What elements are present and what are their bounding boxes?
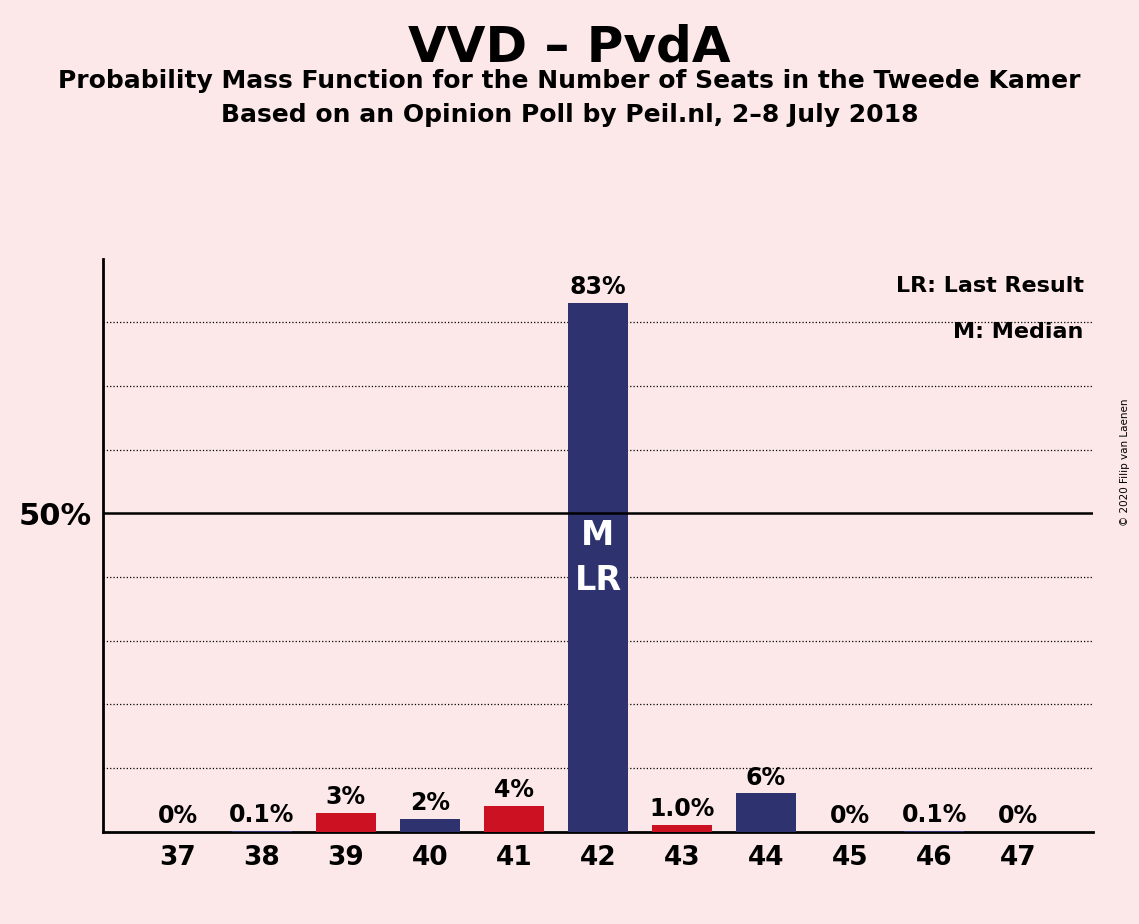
Bar: [316, 812, 376, 832]
Text: 3%: 3%: [326, 784, 366, 808]
Bar: [567, 303, 629, 832]
Text: 0%: 0%: [998, 804, 1039, 828]
Text: LR: Last Result: LR: Last Result: [895, 276, 1083, 296]
Text: 6%: 6%: [746, 766, 786, 790]
Text: 0%: 0%: [157, 804, 198, 828]
Text: © 2020 Filip van Laenen: © 2020 Filip van Laenen: [1121, 398, 1130, 526]
Text: LR: LR: [574, 564, 622, 597]
Text: 4%: 4%: [494, 778, 534, 802]
Bar: [484, 806, 544, 832]
Text: 83%: 83%: [570, 275, 626, 299]
Text: 0%: 0%: [830, 804, 870, 828]
Text: Probability Mass Function for the Number of Seats in the Tweede Kamer: Probability Mass Function for the Number…: [58, 69, 1081, 93]
Bar: [400, 819, 460, 832]
Text: M: M: [581, 519, 615, 553]
Text: M: Median: M: Median: [953, 322, 1083, 342]
Bar: [652, 825, 712, 832]
Text: 1.0%: 1.0%: [649, 797, 714, 821]
Text: 0.1%: 0.1%: [901, 803, 967, 827]
Text: VVD – PvdA: VVD – PvdA: [408, 23, 731, 71]
Text: Based on an Opinion Poll by Peil.nl, 2–8 July 2018: Based on an Opinion Poll by Peil.nl, 2–8…: [221, 103, 918, 128]
Text: 2%: 2%: [410, 791, 450, 815]
Bar: [736, 794, 796, 832]
Text: 0.1%: 0.1%: [229, 803, 295, 827]
